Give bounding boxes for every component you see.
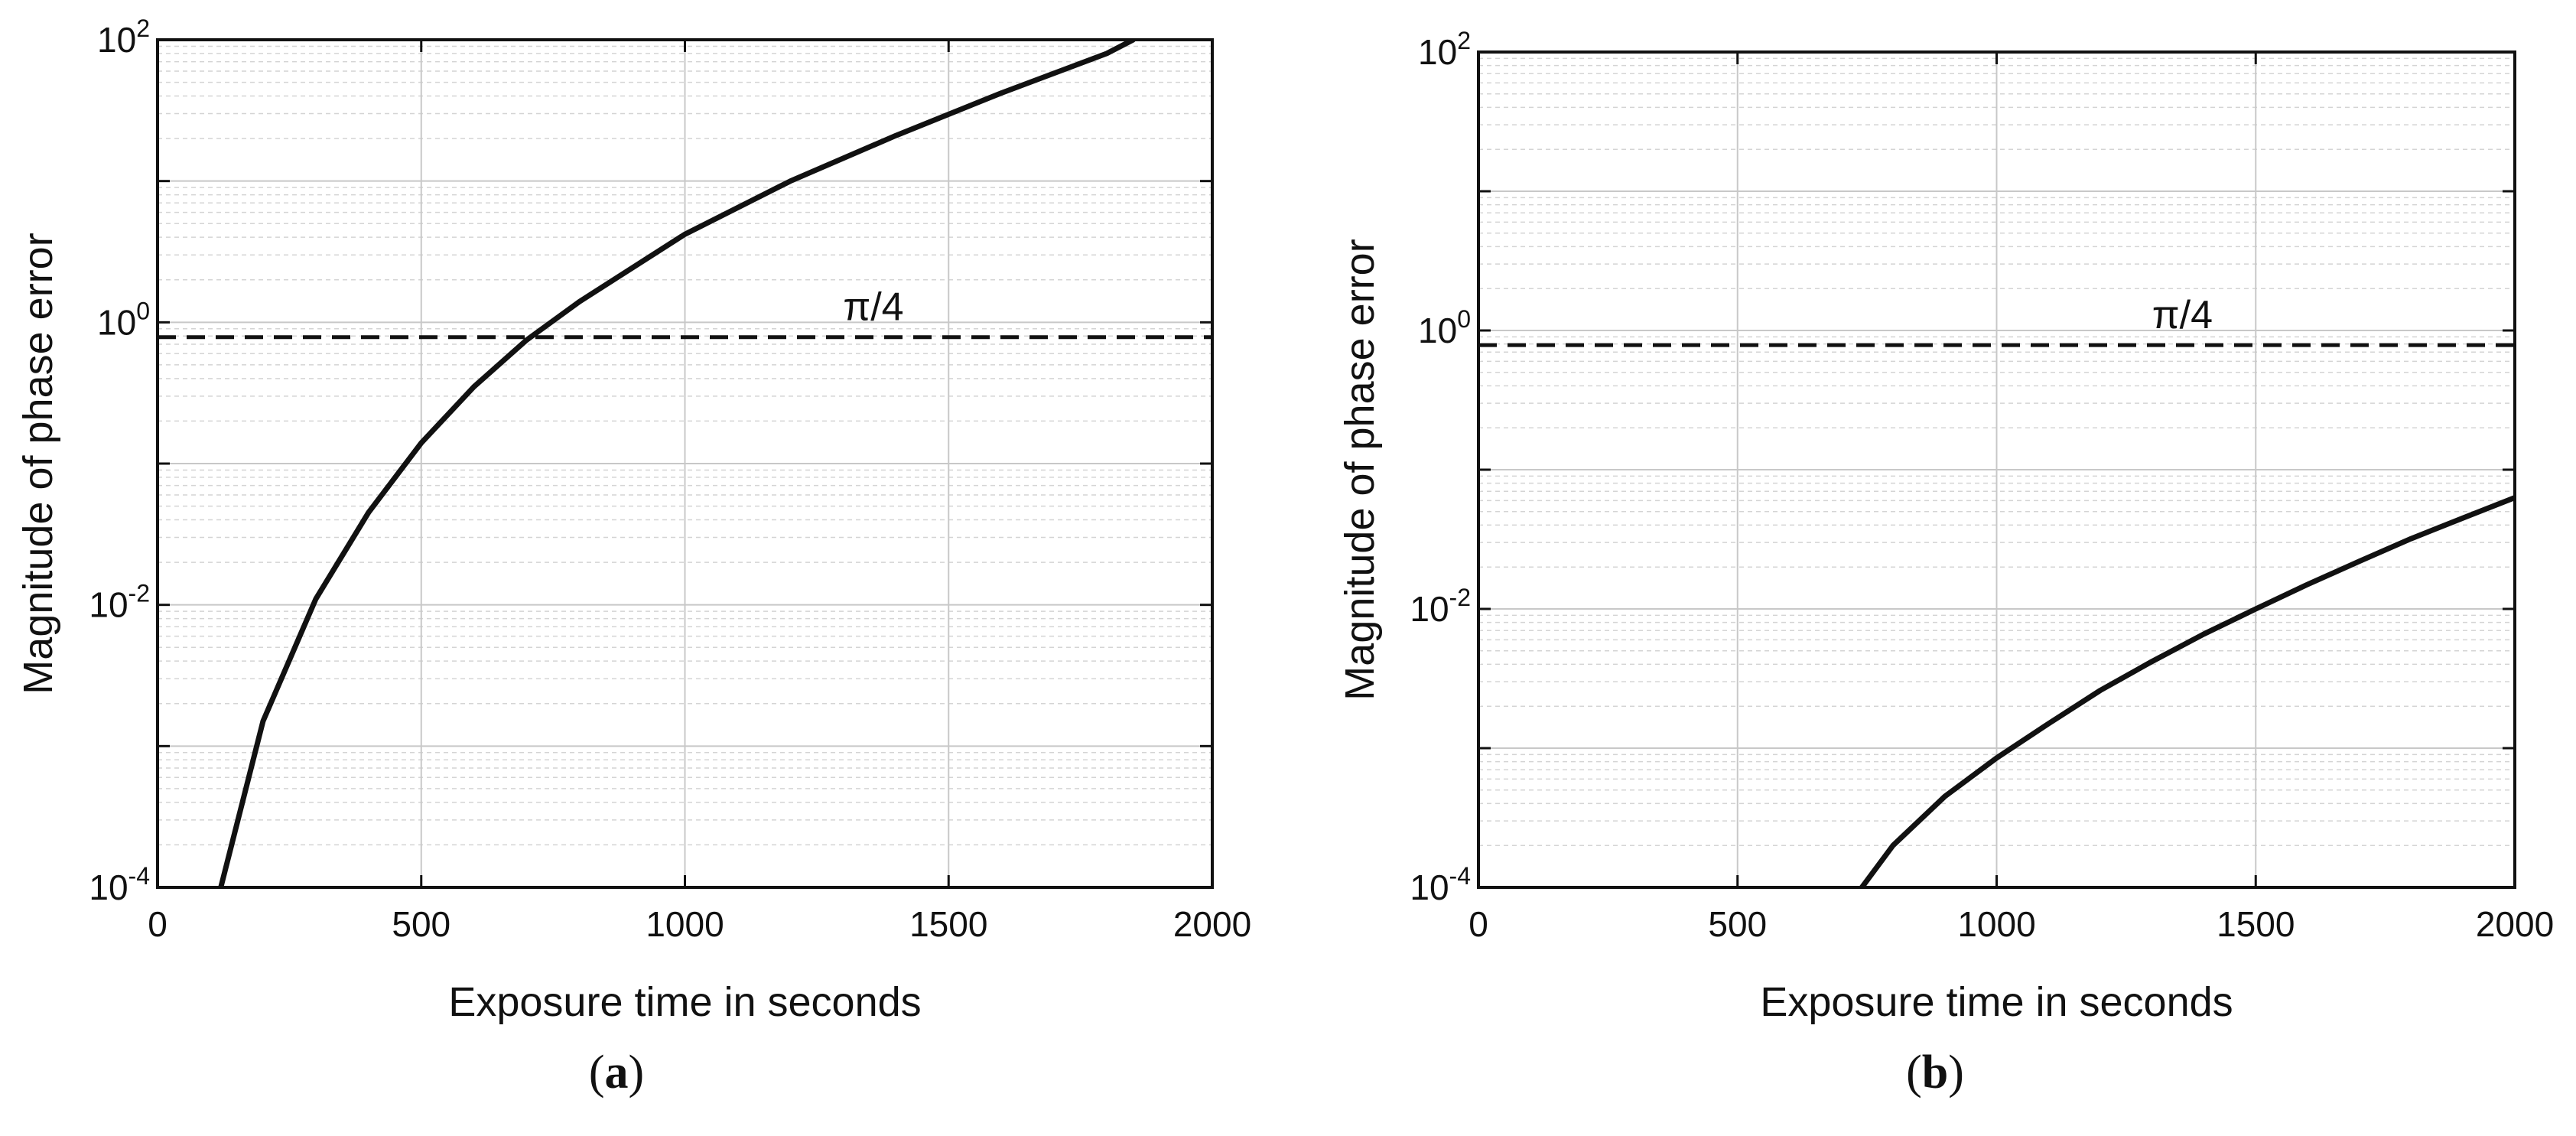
x-tick-label: 1500 bbox=[2217, 904, 2295, 944]
y-tick-label: 100 bbox=[97, 297, 150, 342]
reference-line-label: π/4 bbox=[843, 285, 903, 330]
y-axis-title: Magnitude of phase error bbox=[1337, 239, 1383, 700]
x-tick-label: 0 bbox=[1469, 904, 1488, 944]
x-tick-label: 500 bbox=[392, 904, 450, 944]
x-tick-label: 1000 bbox=[646, 904, 724, 944]
y-axis-title: Magnitude of phase error bbox=[15, 233, 61, 694]
y-tick-label: 102 bbox=[1418, 27, 1471, 72]
chart-b: 0 500 1000 1500 2000 10-4 10-2 100 102 Exposure t… bbox=[1337, 27, 2554, 1099]
x-tick-label: 500 bbox=[1708, 904, 1767, 944]
x-tick-label: 2000 bbox=[2476, 904, 2554, 944]
y-tick-label: 10-2 bbox=[89, 580, 150, 625]
y-tick-label: 100 bbox=[1418, 305, 1471, 350]
panel-caption: (a) bbox=[589, 1046, 644, 1099]
y-tick-label: 10-4 bbox=[89, 862, 150, 907]
x-tick-label: 2000 bbox=[1173, 904, 1251, 944]
panel-caption: (b) bbox=[1906, 1046, 1964, 1099]
x-axis-title: Exposure time in seconds bbox=[448, 979, 921, 1025]
x-tick-label: 1500 bbox=[909, 904, 987, 944]
chart-a: 0 500 1000 1500 2000 10-4 10-2 100 102 Exposure t… bbox=[15, 15, 1251, 1099]
x-axis-title: Exposure time in seconds bbox=[1760, 979, 2233, 1025]
reference-line-label: π/4 bbox=[2152, 293, 2213, 337]
x-tick-label: 1000 bbox=[1957, 904, 2035, 944]
series-line bbox=[218, 40, 1137, 887]
y-tick-label: 10-2 bbox=[1410, 584, 1471, 629]
x-tick-label: 0 bbox=[148, 904, 168, 944]
y-tick-label: 102 bbox=[97, 15, 150, 60]
y-tick-label: 10-4 bbox=[1410, 862, 1471, 907]
series-line bbox=[1859, 495, 2515, 887]
